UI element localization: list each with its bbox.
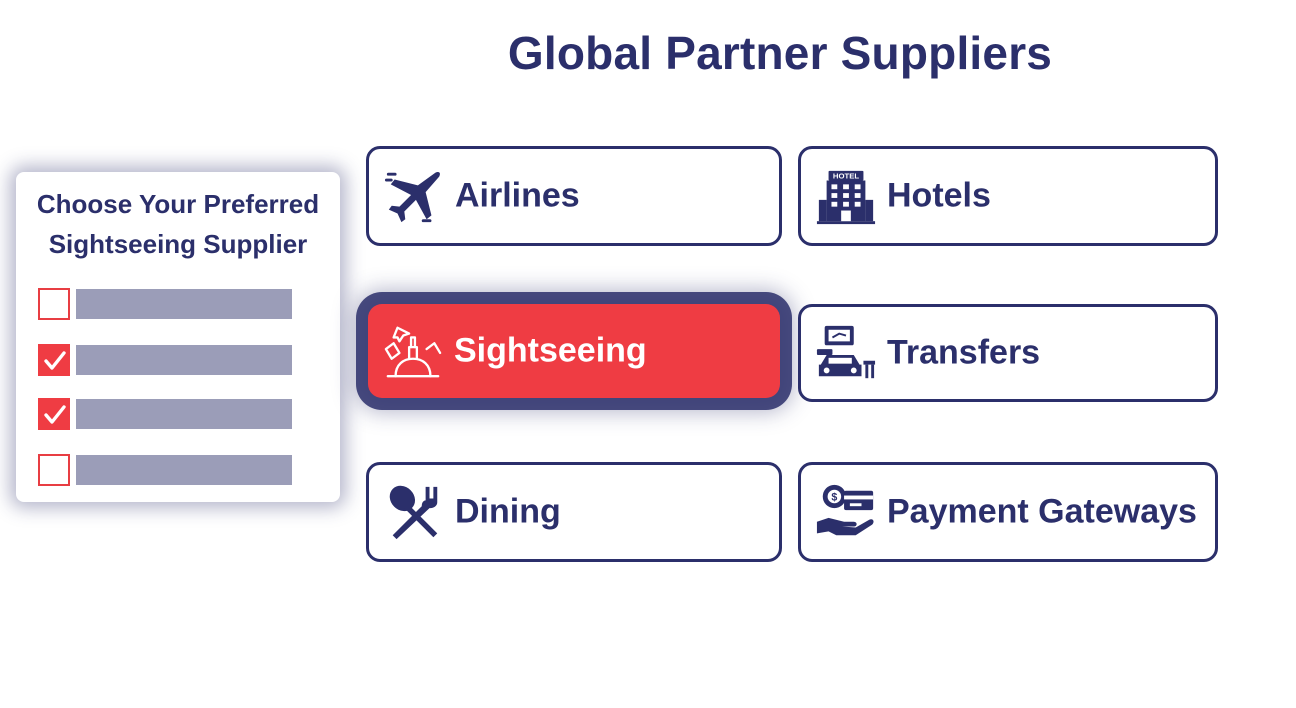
airplane-icon: [384, 171, 440, 223]
category-card-transfers[interactable]: Transfers: [798, 304, 1218, 402]
panel-title-line-2: Sightseeing Supplier: [48, 229, 308, 259]
payment-hand-card-icon: $: [816, 484, 874, 536]
transfer-car-icon: [816, 325, 876, 379]
category-label: Sightseeing: [454, 331, 647, 370]
category-label: Dining: [455, 492, 561, 531]
checkmark-icon: [44, 405, 66, 424]
panel-title-line-1: Choose Your Preferred: [36, 189, 320, 219]
supplier-option-placeholder: [76, 345, 292, 375]
category-label: Payment Gateways: [887, 492, 1197, 531]
checkbox-checked[interactable]: [38, 398, 70, 430]
category-card-payment-gateways[interactable]: $ Payment Gateways: [798, 462, 1218, 562]
supplier-selection-panel: Choose Your Preferred Sightseeing Suppli…: [16, 172, 340, 502]
checkmark-icon: [44, 351, 66, 370]
category-label: Transfers: [887, 333, 1041, 372]
hotel-building-icon: HOTEL: [816, 170, 876, 225]
category-label: Airlines: [455, 176, 580, 215]
checkbox-unchecked[interactable]: [38, 454, 70, 486]
spoon-fork-icon: [389, 485, 438, 540]
supplier-option-placeholder: [76, 289, 292, 319]
checkbox-unchecked[interactable]: [38, 288, 70, 320]
panel-title: Choose Your Preferred Sightseeing Suppli…: [16, 184, 340, 264]
svg-text:HOTEL: HOTEL: [833, 172, 860, 181]
page-title: Global Partner Suppliers: [507, 27, 1053, 79]
supplier-option[interactable]: [38, 398, 294, 430]
category-card-hotels[interactable]: HOTEL Hotels: [798, 146, 1218, 246]
supplier-option-placeholder: [76, 455, 292, 485]
checkbox-checked[interactable]: [38, 344, 70, 376]
supplier-option[interactable]: [38, 454, 294, 486]
supplier-option[interactable]: [38, 288, 294, 320]
supplier-option-placeholder: [76, 399, 292, 429]
category-card-sightseeing[interactable]: Sightseeing: [368, 304, 780, 398]
supplier-option[interactable]: [38, 344, 294, 376]
svg-text:$: $: [831, 491, 837, 503]
category-card-dining[interactable]: Dining: [366, 462, 782, 562]
category-label: Hotels: [887, 176, 991, 215]
sightseeing-landmark-icon: [384, 326, 442, 378]
category-card-airlines[interactable]: Airlines: [366, 146, 782, 246]
